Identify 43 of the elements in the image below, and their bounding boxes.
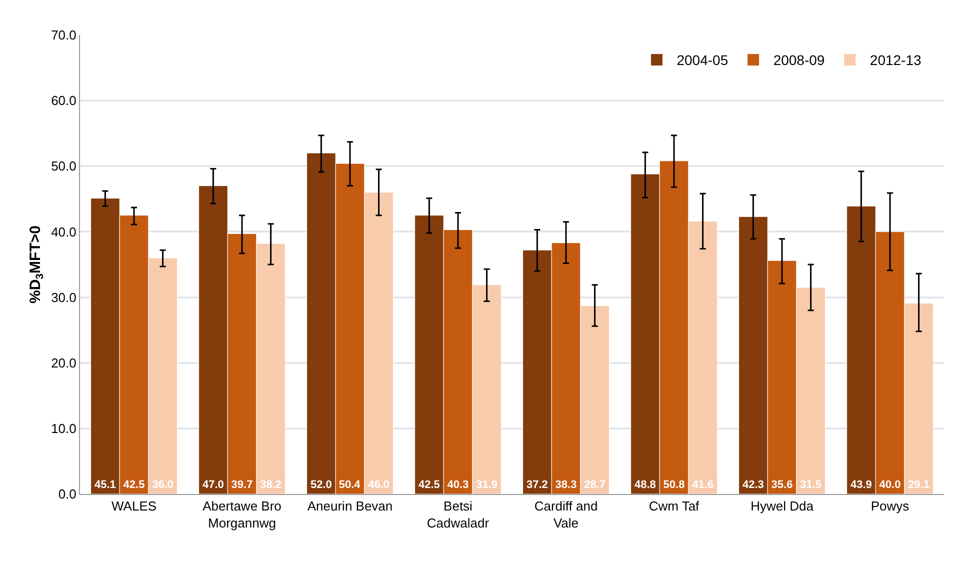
x-tick-label: Hywel Dda [750, 498, 814, 514]
legend-label: 2012-13 [870, 52, 922, 68]
data-label: 46.0 [368, 479, 390, 491]
data-label: 40.0 [879, 479, 901, 491]
legend-label: 2004-05 [676, 52, 728, 68]
data-label: 39.7 [231, 479, 253, 491]
data-label: 38.3 [555, 479, 577, 491]
data-label: 40.3 [447, 479, 469, 491]
data-label: 52.0 [310, 479, 332, 491]
y-tick-label: 10.0 [51, 420, 76, 436]
y-tick-label: 50.0 [51, 158, 76, 174]
data-label: 35.6 [771, 479, 793, 491]
x-tick-label: Abertawe Bro Morgannwg [202, 498, 282, 530]
data-label: 41.6 [692, 479, 714, 491]
data-label: 36.0 [152, 479, 174, 491]
data-label: 29.1 [908, 479, 930, 491]
y-tick-label: 30.0 [51, 290, 76, 305]
y-tick-label: 0.0 [58, 486, 76, 502]
data-label: 42.5 [418, 479, 440, 491]
data-label: 28.7 [584, 479, 606, 491]
data-label: 37.2 [526, 479, 548, 491]
x-tick-label: Aneurin Bevan [307, 498, 393, 514]
x-tick-label: Powys [870, 498, 910, 514]
data-label: 31.5 [800, 479, 822, 491]
legend-label: 2008-09 [773, 52, 825, 68]
data-label: 47.0 [202, 479, 224, 491]
data-label: 50.8 [663, 479, 685, 491]
y-tick-label: 60.0 [51, 93, 76, 108]
data-label: 48.8 [634, 479, 656, 491]
data-label: 45.1 [94, 479, 116, 491]
y-tick-label: 70.0 [51, 28, 76, 43]
data-label: 50.4 [338, 479, 362, 491]
x-tick-label: Cardiff and Vale [534, 498, 598, 530]
data-label: 42.5 [123, 479, 145, 491]
x-tick-label: WALES [111, 498, 157, 514]
data-label: 43.9 [850, 479, 872, 491]
x-tick-label: Betsi Cadwaladr [426, 498, 490, 530]
y-tick-label: 40.0 [51, 224, 76, 240]
data-label: 31.9 [476, 479, 498, 491]
data-label: 42.3 [742, 479, 764, 491]
y-tick-label: 20.0 [51, 355, 76, 370]
data-label: 38.2 [260, 479, 282, 491]
x-tick-label: Cwm Taf [648, 498, 700, 514]
